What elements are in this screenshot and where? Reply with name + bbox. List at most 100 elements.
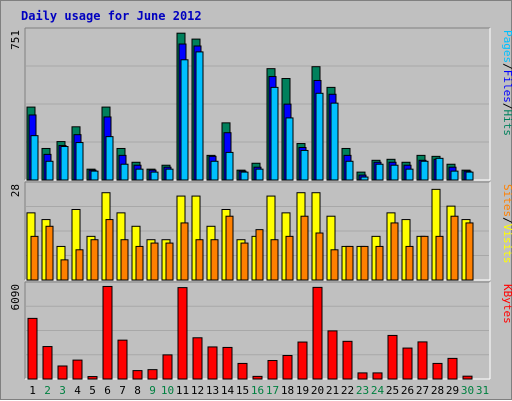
bar-sites-day-21 <box>330 249 339 281</box>
bar-pages-day-18 <box>285 117 294 181</box>
bar-kbytes-day-17 <box>267 360 278 380</box>
legend-sites-visits-part: / <box>501 217 512 224</box>
x-tick-label-day-21: 21 <box>326 384 339 397</box>
bar-pages-day-20 <box>315 92 324 181</box>
bar-kbytes-day-29 <box>447 357 458 380</box>
x-tick-label-day-14: 14 <box>221 384 235 397</box>
bar-kbytes-day-20 <box>312 286 323 380</box>
bar-sites-day-14 <box>225 215 234 281</box>
bar-pages-day-4 <box>75 142 84 181</box>
bar-sites-day-7 <box>120 239 129 281</box>
bar-pages-day-1 <box>30 135 39 181</box>
bar-kbytes-day-2 <box>42 346 53 380</box>
bar-kbytes-day-12 <box>192 337 203 380</box>
x-tick-label-day-4: 4 <box>74 384 81 397</box>
x-tick-label-day-16: 16 <box>251 384 264 397</box>
bar-kbytes-day-8 <box>132 370 143 380</box>
bar-sites-day-28 <box>435 235 444 281</box>
x-tick-label-day-1: 1 <box>29 384 36 397</box>
bar-pages-day-23 <box>360 176 369 181</box>
bar-kbytes-day-21 <box>327 330 338 380</box>
bar-pages-day-28 <box>435 157 444 181</box>
bar-sites-day-10 <box>165 242 174 281</box>
bar-sites-day-4 <box>75 249 84 281</box>
bar-pages-day-29 <box>450 170 459 181</box>
bar-pages-day-9 <box>150 171 159 181</box>
chart-title: Daily usage for June 2012 <box>21 9 202 23</box>
legend-pages-files-hits-part: / <box>501 63 512 70</box>
bar-sites-day-1 <box>30 235 39 281</box>
bar-sites-day-8 <box>135 245 144 281</box>
bar-kbytes-day-25 <box>387 334 398 380</box>
bar-sites-day-12 <box>195 239 204 281</box>
bar-kbytes-day-7 <box>117 339 128 380</box>
bar-sites-day-11 <box>180 222 189 281</box>
x-tick-label-day-5: 5 <box>89 384 96 397</box>
bar-kbytes-day-5 <box>87 376 98 380</box>
x-tick-label-day-17: 17 <box>266 384 279 397</box>
x-tick-label-day-13: 13 <box>206 384 219 397</box>
legend-pages-files-hits-part: Hits <box>501 110 512 137</box>
bar-sites-day-17 <box>270 239 279 281</box>
bar-sites-day-16 <box>255 229 264 281</box>
legend-sites-visits-part: Sites <box>501 184 512 217</box>
bar-pages-day-6 <box>105 136 114 181</box>
bar-kbytes-day-3 <box>57 365 68 380</box>
legend-pages-files-hits-part: Files <box>501 70 512 103</box>
bar-pages-day-22 <box>345 160 354 181</box>
bar-pages-day-3 <box>60 145 69 181</box>
bar-pages-day-16 <box>255 168 264 181</box>
x-tick-label-day-26: 26 <box>401 384 414 397</box>
bar-kbytes-day-18 <box>282 354 293 380</box>
bar-kbytes-day-9 <box>147 369 158 380</box>
bar-pages-day-24 <box>375 163 384 181</box>
legend-sites-visits: Sites/Visits <box>501 184 512 264</box>
x-tick-label-day-9: 9 <box>149 384 156 397</box>
x-tick-label-day-7: 7 <box>119 384 126 397</box>
bar-kbytes-day-24 <box>372 372 383 380</box>
legend-sites-visits-part: Visits <box>501 224 512 264</box>
x-tick-label-day-12: 12 <box>191 384 204 397</box>
x-tick-label-day-23: 23 <box>356 384 369 397</box>
bar-pages-day-14 <box>225 151 234 181</box>
bar-sites-day-25 <box>390 222 399 281</box>
bar-sites-day-20 <box>315 232 324 281</box>
bar-sites-day-27 <box>420 235 429 281</box>
bar-kbytes-day-13 <box>207 346 218 380</box>
bar-sites-day-3 <box>60 259 69 281</box>
bar-pages-day-7 <box>120 163 129 181</box>
x-tick-label-day-3: 3 <box>59 384 66 397</box>
bar-sites-day-24 <box>375 245 384 281</box>
bar-pages-day-12 <box>195 51 204 181</box>
y-max-label: 6090 <box>9 284 22 311</box>
bar-kbytes-day-27 <box>417 341 428 380</box>
x-tick-label-day-22: 22 <box>341 384 354 397</box>
bar-pages-day-2 <box>45 160 54 181</box>
x-tick-label-day-27: 27 <box>416 384 429 397</box>
x-tick-label-day-10: 10 <box>161 384 174 397</box>
bar-kbytes-day-26 <box>402 347 413 380</box>
x-tick-label-day-25: 25 <box>386 384 399 397</box>
bar-sites-day-29 <box>450 215 459 281</box>
bar-pages-day-30 <box>465 171 474 181</box>
x-tick-label-day-31: 31 <box>476 384 489 397</box>
bar-pages-day-26 <box>405 168 414 181</box>
bar-sites-day-23 <box>360 245 369 281</box>
bar-kbytes-day-1 <box>27 317 38 380</box>
bar-kbytes-day-19 <box>297 341 308 380</box>
bar-kbytes-day-22 <box>342 340 353 380</box>
bar-sites-day-6 <box>105 219 114 281</box>
y-max-label: 28 <box>9 184 22 197</box>
bar-pages-day-8 <box>135 168 144 181</box>
bar-pages-day-19 <box>300 149 309 181</box>
bar-pages-day-10 <box>165 168 174 181</box>
bar-kbytes-day-6 <box>102 285 113 380</box>
bar-pages-day-11 <box>180 59 189 181</box>
x-tick-label-day-18: 18 <box>281 384 294 397</box>
bar-pages-day-5 <box>90 170 99 181</box>
bar-kbytes-day-23 <box>357 372 368 380</box>
x-tick-label-day-2: 2 <box>44 384 51 397</box>
legend-pages-files-hits-part: Pages <box>501 30 512 63</box>
